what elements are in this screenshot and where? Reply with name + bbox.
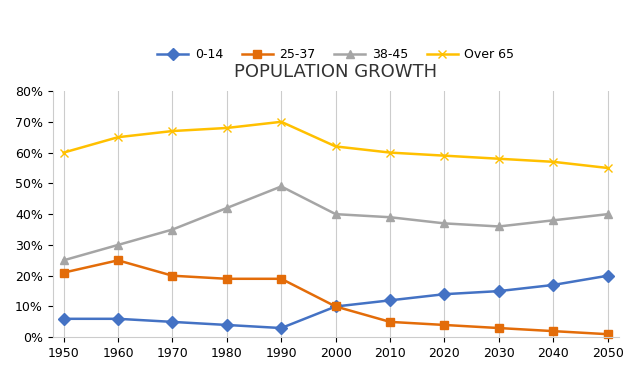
- 25-37: [604, 332, 612, 336]
- Line: 0-14: 0-14: [60, 272, 612, 332]
- 38-45: [604, 212, 612, 216]
- 25-37: [114, 258, 122, 262]
- 25-37: [168, 273, 176, 278]
- 25-37: [386, 320, 394, 324]
- Over 65: [332, 144, 339, 148]
- 0-14: [168, 320, 176, 324]
- 25-37: [441, 323, 449, 327]
- 0-14: [386, 298, 394, 303]
- Over 65: [495, 156, 503, 161]
- Over 65: [277, 120, 285, 124]
- 0-14: [332, 304, 339, 309]
- 25-37: [495, 326, 503, 330]
- 38-45: [277, 184, 285, 189]
- Line: Over 65: Over 65: [60, 118, 612, 172]
- 25-37: [332, 304, 339, 309]
- Legend: 0-14, 25-37, 38-45, Over 65: 0-14, 25-37, 38-45, Over 65: [152, 43, 519, 66]
- 0-14: [60, 316, 67, 321]
- 38-45: [332, 212, 339, 216]
- 0-14: [114, 316, 122, 321]
- 38-45: [441, 221, 449, 226]
- Over 65: [168, 129, 176, 133]
- 25-37: [550, 329, 557, 333]
- 38-45: [60, 258, 67, 262]
- Title: POPULATION GROWTH: POPULATION GROWTH: [234, 63, 437, 81]
- 0-14: [441, 292, 449, 296]
- 0-14: [277, 326, 285, 330]
- 0-14: [223, 323, 230, 327]
- Over 65: [604, 166, 612, 170]
- 38-45: [550, 218, 557, 222]
- 38-45: [114, 243, 122, 247]
- Over 65: [550, 160, 557, 164]
- Over 65: [223, 126, 230, 130]
- Line: 38-45: 38-45: [60, 182, 612, 264]
- 25-37: [277, 276, 285, 281]
- 0-14: [604, 273, 612, 278]
- Over 65: [114, 135, 122, 140]
- 38-45: [386, 215, 394, 219]
- Over 65: [60, 150, 67, 155]
- 25-37: [223, 276, 230, 281]
- Line: 25-37: 25-37: [60, 256, 612, 338]
- Over 65: [386, 150, 394, 155]
- 38-45: [223, 206, 230, 210]
- 0-14: [550, 283, 557, 287]
- 38-45: [168, 227, 176, 232]
- 38-45: [495, 224, 503, 229]
- 25-37: [60, 270, 67, 275]
- Over 65: [441, 153, 449, 158]
- 0-14: [495, 289, 503, 293]
